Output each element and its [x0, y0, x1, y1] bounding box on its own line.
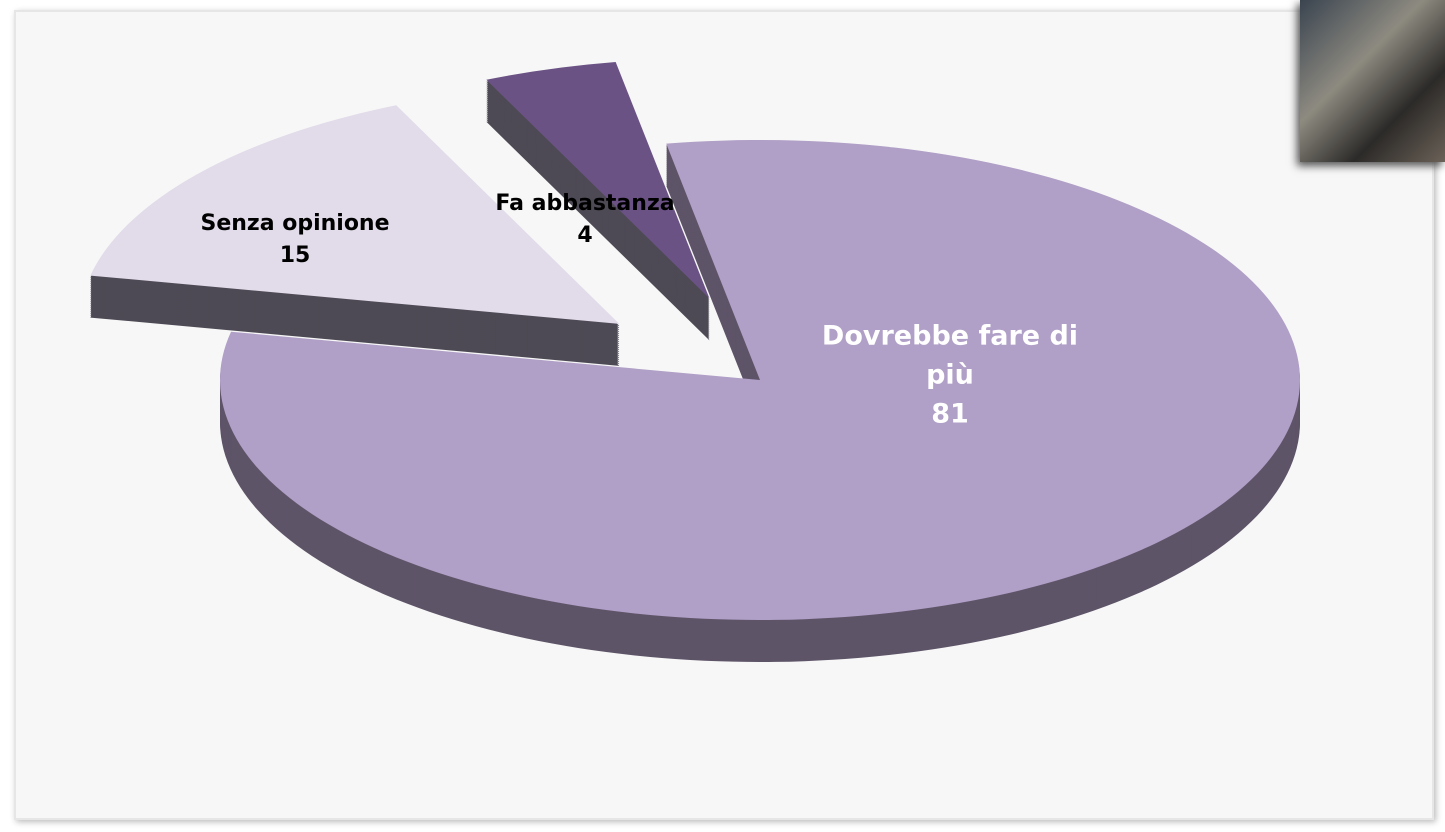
category-label: Fa abbastanza — [495, 191, 675, 217]
slice-label: Senza opinione 15 — [175, 208, 415, 272]
value-label: 81 — [931, 398, 969, 430]
slice — [90, 105, 620, 324]
category-label: Senza opinione — [200, 211, 390, 237]
category-label: Dovrebbe fare di più — [821, 320, 1079, 391]
value-label: 4 — [577, 223, 593, 248]
slice-label: Dovrebbe fare di più 81 — [820, 316, 1080, 433]
slice — [220, 140, 1300, 620]
slice-label: Fa abbastanza 4 — [465, 188, 705, 252]
photo — [1300, 0, 1445, 162]
value-label: 15 — [279, 243, 311, 268]
slice — [486, 61, 710, 299]
